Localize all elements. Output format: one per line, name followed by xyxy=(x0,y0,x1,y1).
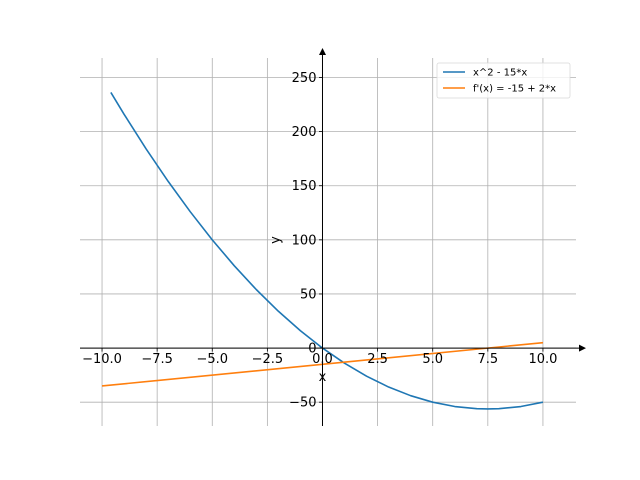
x-tick-label: 0.0 xyxy=(312,352,333,367)
series-line-1 xyxy=(110,92,544,410)
grid-layer xyxy=(80,58,576,426)
y-tick-label: 50 xyxy=(300,287,317,302)
y-axis-arrow xyxy=(318,48,326,55)
y-axis-label: y xyxy=(268,236,283,244)
x-tick-label: −7.5 xyxy=(141,352,173,367)
y-tick-label: 150 xyxy=(292,179,317,194)
y-tick-label: −50 xyxy=(289,396,316,411)
legend-label-1: x^2 - 15*x xyxy=(473,68,527,79)
legend: x^2 - 15*x f'(x) = -15 + 2*x xyxy=(436,62,571,99)
legend-label-2: f'(x) = -15 + 2*x xyxy=(473,84,556,95)
y-tick-label: 250 xyxy=(292,71,317,86)
x-tick-label: 7.5 xyxy=(477,352,498,367)
x-axis-label: x xyxy=(319,370,327,385)
x-tick-label: −10.0 xyxy=(82,352,122,367)
y-tick-label: 200 xyxy=(292,125,317,140)
legend-box xyxy=(436,62,571,99)
x-tick-label: 10.0 xyxy=(528,352,557,367)
y-tick-label: 0 xyxy=(308,342,316,357)
y-tick-label: 100 xyxy=(292,233,317,248)
ticks-layer: −10.0 −7.5 −5.0 −2.5 0.0 2.5 5.0 7.5 10.0 −50 0 50 1… xyxy=(82,71,557,411)
x-tick-label: −2.5 xyxy=(252,352,284,367)
x-tick-label: 2.5 xyxy=(367,352,388,367)
axes-layer xyxy=(80,48,586,426)
x-tick-label: −5.0 xyxy=(196,352,228,367)
x-tick-label: 5.0 xyxy=(422,352,443,367)
x-axis-arrow xyxy=(579,344,586,352)
